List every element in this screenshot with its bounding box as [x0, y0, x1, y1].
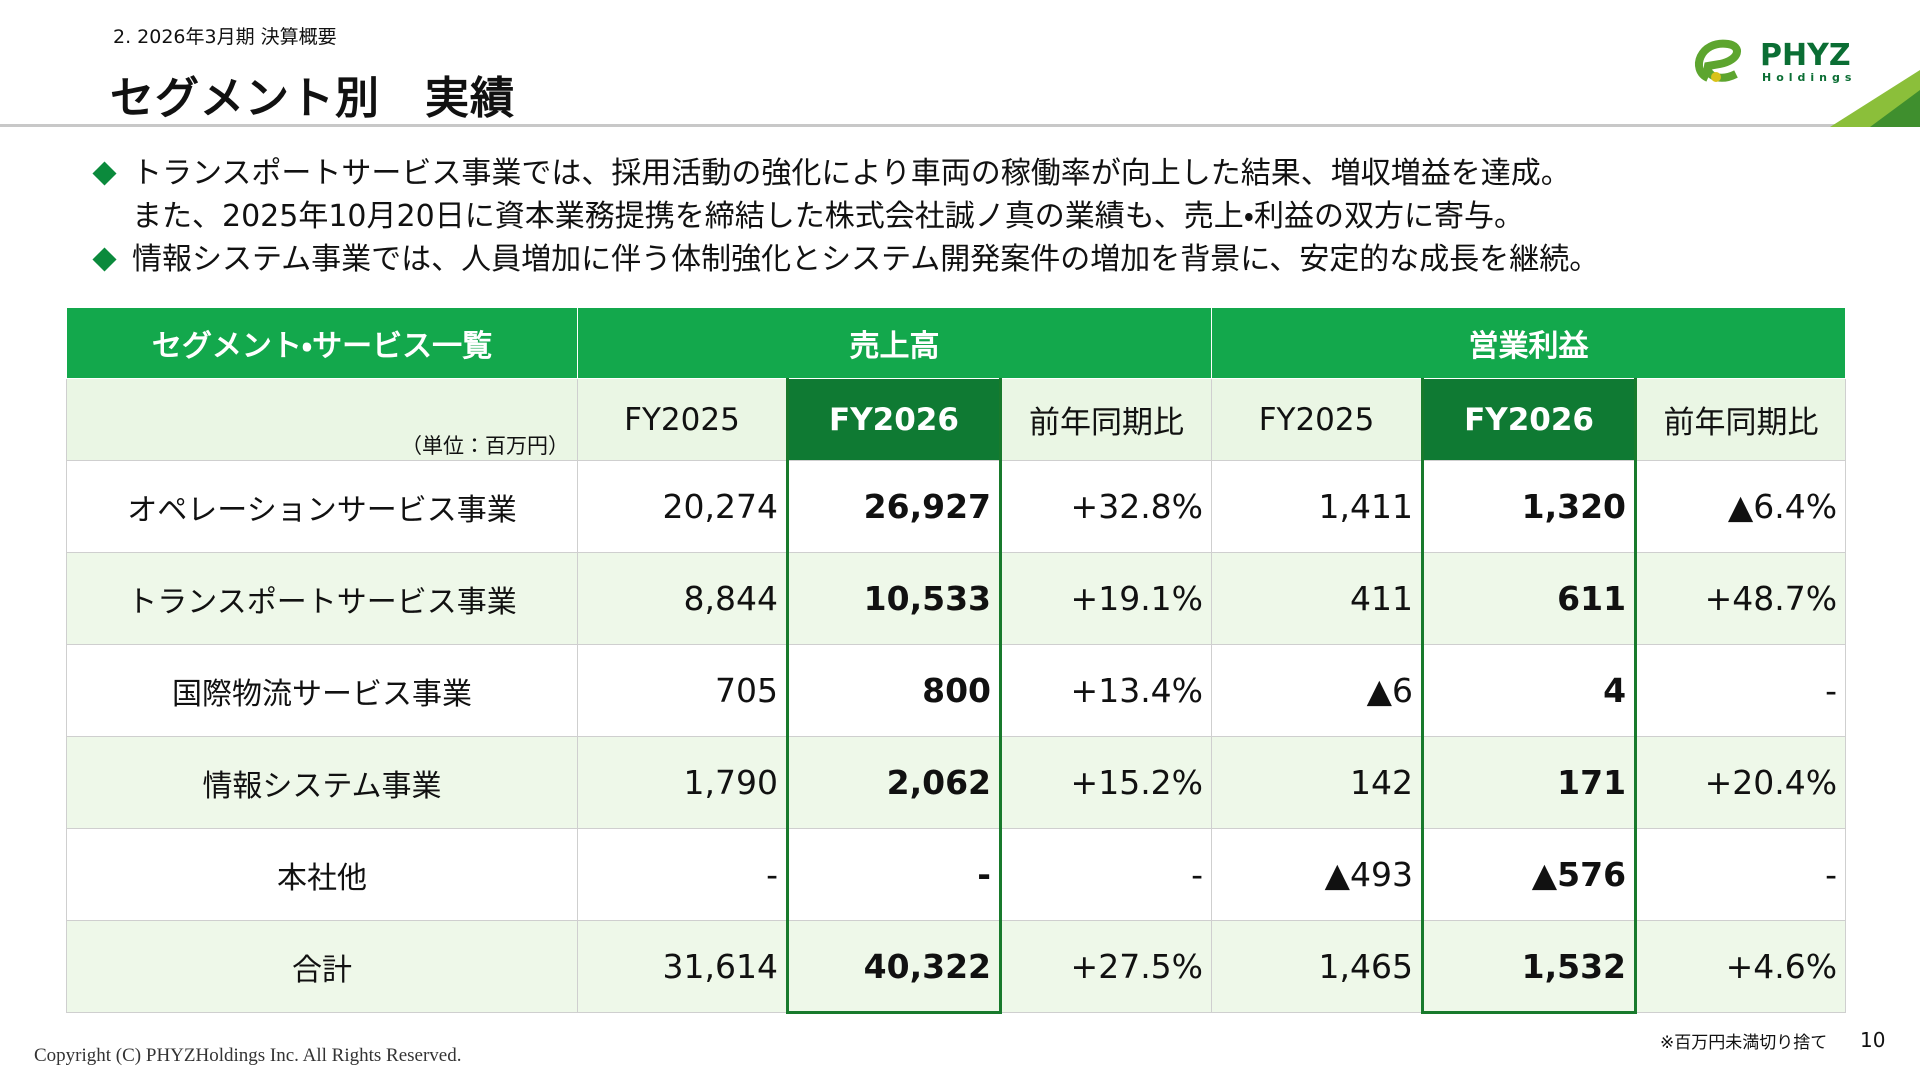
slide-title: セグメント別 実績	[110, 73, 515, 124]
column-header: FY2026	[786, 378, 1002, 461]
header-cell: 売上高	[576, 307, 1213, 379]
copyright: Copyright (C) PHYZHoldings Inc. All Righ…	[34, 1045, 462, 1066]
header-cell: セグメント・サービス一覧	[66, 307, 578, 379]
table-row: 合計 31,614 40,322 +27.5% 1,465 1,532 +4.6%	[66, 920, 1847, 1014]
cell: 800	[786, 644, 1002, 737]
cell: 1,465	[1211, 920, 1424, 1013]
cell: 40,322	[786, 920, 1002, 1014]
cell: +4.6%	[1635, 920, 1847, 1013]
logo-dot	[1711, 72, 1721, 82]
cell: 611	[1421, 552, 1638, 645]
cell: +19.1%	[999, 552, 1213, 645]
row-label: トランスポートサービス事業	[66, 552, 578, 645]
header-cell: 営業利益	[1211, 307, 1847, 379]
segment-table: セグメント・サービス一覧 売上高 営業利益 （単位：百万円） FY2025 FY2026 前…	[66, 307, 1847, 1014]
row-label: 合計	[66, 920, 578, 1013]
cell: 1,790	[577, 736, 788, 829]
column-header: FY2026	[1421, 378, 1638, 461]
deco-triangle	[1870, 90, 1920, 127]
cell: +13.4%	[999, 644, 1213, 737]
cell: 1,411	[1211, 460, 1424, 553]
bullet-line: トランスポートサービス事業では、採用活動の強化により車両の稼働率が向上した結果、…	[132, 156, 1571, 191]
header-rule	[0, 124, 1920, 127]
bullet-list: トランスポートサービス事業では、採用活動の強化により車両の稼働率が向上した結果、…	[92, 152, 1892, 281]
cell: +48.7%	[1635, 552, 1847, 645]
cell: 20,274	[577, 460, 788, 553]
cell: ▲6	[1211, 644, 1424, 737]
logo-sub: Holdings	[1762, 71, 1856, 84]
bullet: トランスポートサービス事業では、採用活動の強化により車両の稼働率が向上した結果、…	[92, 152, 1892, 238]
cell: 1,320	[1421, 460, 1638, 553]
header-row: セグメント・サービス一覧 売上高 営業利益	[66, 307, 1847, 379]
cell: 8,844	[577, 552, 788, 645]
cell: 171	[1421, 736, 1638, 829]
footnote: ※百万円未満切り捨て	[1660, 1033, 1828, 1053]
cell: 2,062	[786, 736, 1002, 829]
bullet-line: また、2025年10月20日に資本業務提携を締結した株式会社誠ノ真の業績も、売上…	[132, 199, 1524, 234]
table-row: 情報システム事業 1,790 2,062 +15.2% 142 171 +20.4%	[66, 736, 1847, 829]
cell: ▲493	[1211, 828, 1424, 921]
logo-name: PHYZ	[1760, 38, 1851, 73]
table-row: オペレーションサービス事業 20,274 26,927 +32.8% 1,411 1,32…	[66, 460, 1847, 553]
cell: 705	[577, 644, 788, 737]
section-label: 2. 2026年3月期 決算概要	[113, 26, 337, 48]
cell: 10,533	[786, 552, 1002, 645]
cell: 31,614	[577, 920, 788, 1013]
cell: -	[999, 828, 1213, 921]
cell: -	[1635, 644, 1847, 737]
cell: 411	[1211, 552, 1424, 645]
row-label: 本社他	[66, 828, 578, 921]
cell: -	[1635, 828, 1847, 921]
page-number: 10	[1860, 1028, 1886, 1052]
cell: ▲6.4%	[1635, 460, 1847, 553]
cell: 26,927	[786, 460, 1002, 553]
bullet-line: 情報システム事業では、人員増加に伴う体制強化とシステム開発案件の増加を背景に、安…	[132, 242, 1600, 277]
row-label: 情報システム事業	[66, 736, 578, 829]
bullet: 情報システム事業では、人員増加に伴う体制強化とシステム開発案件の増加を背景に、安…	[92, 238, 1892, 281]
table-row: 国際物流サービス事業 705 800 +13.4% ▲6 4-	[66, 644, 1847, 737]
row-label: オペレーションサービス事業	[66, 460, 578, 553]
row-label: 国際物流サービス事業	[66, 644, 578, 737]
cell: +15.2%	[999, 736, 1213, 829]
cell: -	[577, 828, 788, 921]
table-row: トランスポートサービス事業 8,844 10,533 +19.1% 411 611 +48.…	[66, 552, 1847, 645]
unit-label: （単位：百万円）	[66, 378, 578, 461]
cell: 142	[1211, 736, 1424, 829]
cell: 1,532	[1421, 920, 1638, 1014]
column-header: 前年同期比	[1635, 378, 1847, 461]
column-header: FY2025	[1211, 378, 1424, 461]
cell: +32.8%	[999, 460, 1213, 553]
cell: 4	[1421, 644, 1638, 737]
cell: +27.5%	[999, 920, 1213, 1013]
table-row: 本社他 - - - ▲493 ▲576-	[66, 828, 1847, 921]
column-header: 前年同期比	[999, 378, 1213, 461]
cell: ▲576	[1421, 828, 1638, 921]
logo: PHYZ Holdings	[1694, 38, 1920, 127]
subheader-row: （単位：百万円） FY2025 FY2026 前年同期比 FY2025 FY2026 前年同…	[66, 378, 1847, 461]
column-header: FY2025	[577, 378, 788, 461]
cell: +20.4%	[1635, 736, 1847, 829]
cell: -	[786, 828, 1002, 921]
